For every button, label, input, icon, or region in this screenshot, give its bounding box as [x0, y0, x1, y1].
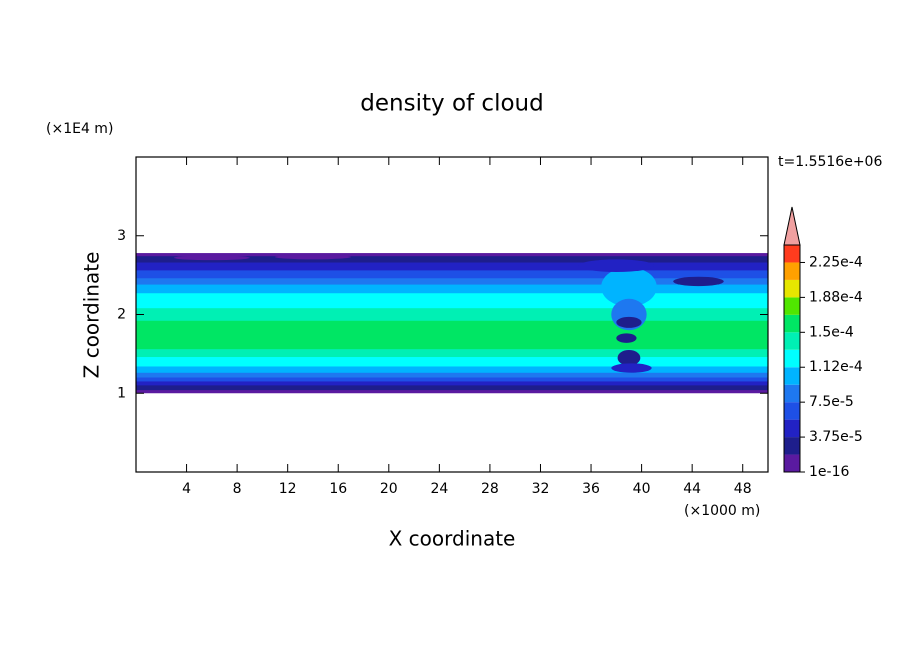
x-tick-label: 24 [430, 481, 448, 497]
colorbar-band [784, 245, 800, 263]
x-tick-label: 12 [279, 481, 297, 497]
x-tick-label: 20 [380, 481, 398, 497]
colorbar-tick-label: 1e-16 [809, 464, 849, 480]
contour-cell [611, 363, 652, 373]
colorbar-band [784, 279, 800, 298]
colorbar-band [784, 437, 800, 455]
contour-cell [578, 259, 655, 272]
x-tick-label: 44 [683, 481, 701, 497]
colorbar-tick-label: 1.12e-4 [809, 359, 863, 375]
colorbar-tick-label: 3.75e-5 [809, 429, 863, 445]
chart-title: density of cloud [360, 91, 543, 117]
colorbar-band [784, 262, 800, 280]
colorbar-tick-label: 7.5e-5 [809, 394, 854, 410]
colorbar-band [784, 419, 800, 438]
contour-cell [601, 267, 657, 307]
colorbar-extend [783, 206, 801, 246]
x-unit: (×1000 m) [684, 503, 760, 519]
colorbar-tick-label: 1.88e-4 [809, 289, 863, 305]
colorbar-band [784, 332, 800, 350]
contour-cell [275, 254, 351, 260]
colorbar-frame [783, 244, 801, 473]
x-tick-label: 16 [329, 481, 347, 497]
contour-band [136, 320, 768, 350]
x-tick-label: 8 [233, 481, 242, 497]
contour-cell [173, 255, 250, 261]
x-tick-label: 40 [633, 481, 651, 497]
colorbar-band [784, 384, 800, 403]
y-axis-label: Z coordinate [80, 252, 104, 379]
colorbar-tick-label: 2.25e-4 [809, 254, 863, 270]
x-tick-label: 36 [582, 481, 600, 497]
x-axis-label: X coordinate [389, 527, 516, 551]
contour-cell [673, 276, 724, 287]
colorbar-band [784, 314, 800, 333]
colorbar-band [784, 297, 800, 315]
x-tick-label: 48 [734, 481, 752, 497]
colorbar-band [784, 367, 800, 385]
x-tick-label: 32 [532, 481, 550, 497]
x-tick-label: 28 [481, 481, 499, 497]
y-tick-label: 3 [117, 228, 126, 244]
colorbar-band [784, 349, 800, 368]
contour-cell [616, 333, 637, 343]
contour-cell [616, 316, 642, 328]
colorbar-band [784, 454, 800, 472]
time-label: t=1.5516e+06 [778, 154, 882, 170]
colorbar-tick-label: 1.5e-4 [809, 324, 854, 340]
y-tick-label: 1 [117, 385, 126, 401]
y-unit: (×1E4 m) [46, 121, 113, 137]
y-tick-label: 2 [117, 307, 126, 323]
x-tick-label: 4 [182, 481, 191, 497]
colorbar-band [784, 402, 800, 420]
contour-cell [617, 349, 641, 366]
